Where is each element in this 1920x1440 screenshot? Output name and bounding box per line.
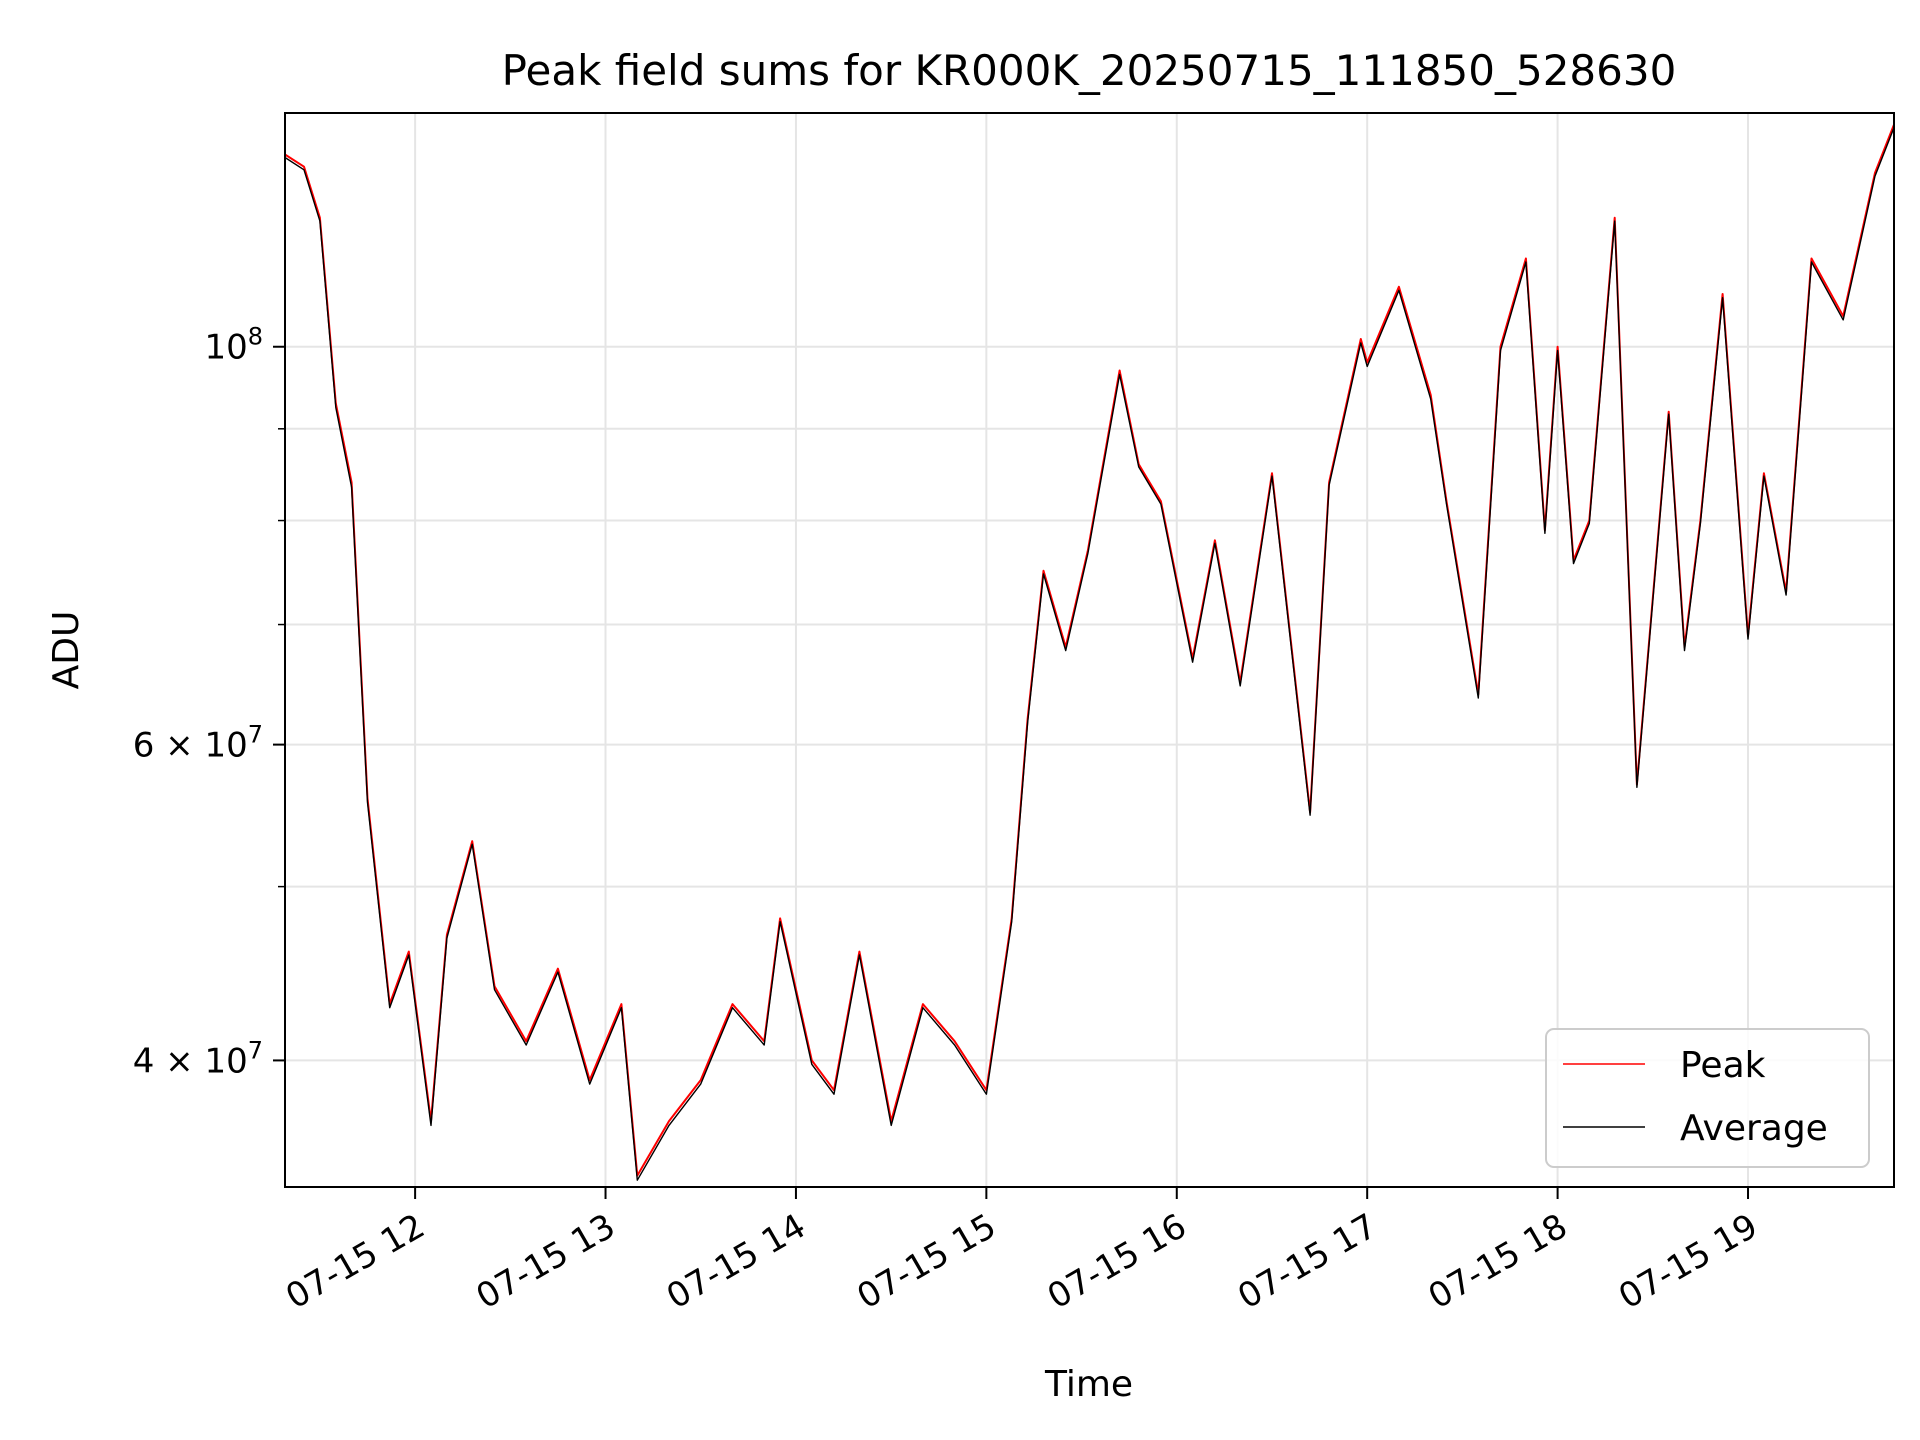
legend-label-average: Average [1680,1108,1828,1149]
x-axis-label: Time [1044,1364,1133,1405]
y-axis-label: ADU [46,611,87,690]
series-group [284,124,1895,1181]
chart-title: Peak field sums for KR000K_20250715_1118… [502,46,1677,95]
legend: Peak Average [1545,1028,1870,1168]
series-line-average [284,127,1895,1181]
plot-frame [284,112,1895,1188]
y-tick-label: 108 [204,323,263,368]
y-axis-ticks: 108 6 × 107 4 × 107 [133,323,285,1081]
legend-label-peak: Peak [1680,1045,1766,1086]
y-tick-label: 6 × 107 [133,721,263,766]
y-tick-label: 4 × 107 [133,1036,263,1081]
